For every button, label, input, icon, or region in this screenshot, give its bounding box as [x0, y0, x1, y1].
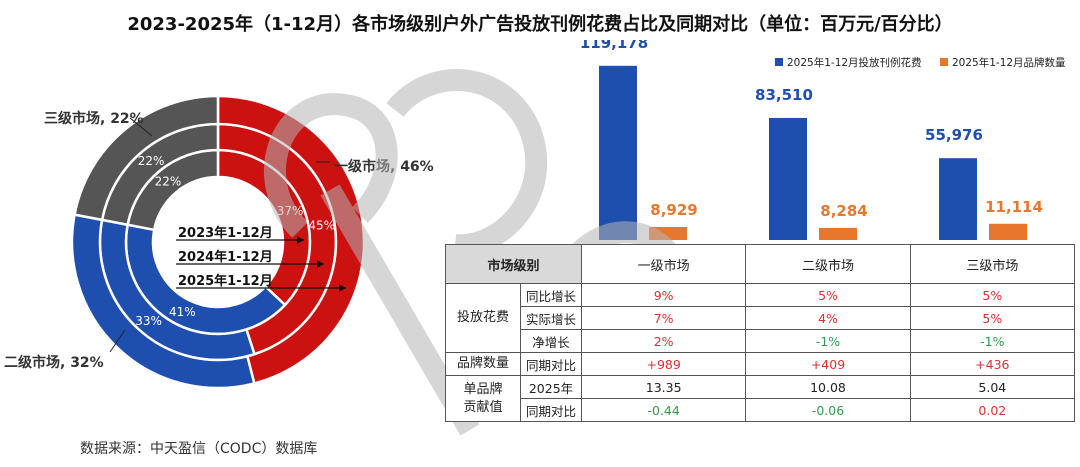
donut-value-label: 22% [155, 175, 182, 189]
table-group-label: 单品牌贡献值 [445, 375, 521, 422]
bar-value-label: 11,114 [985, 198, 1043, 216]
table-metric-label: 实际增长 [520, 306, 582, 330]
legend-label-1: 2025年1-12月品牌数量 [952, 56, 1066, 69]
table-row: 投放花费 同比增长 9% 5% 5% [445, 283, 1076, 353]
table-cell: 13.35 [580, 375, 747, 399]
table-header-col: 三级市场 [909, 244, 1076, 284]
table-metric-label: 同比增长 [520, 283, 582, 307]
legend-label-tier2: 二级市场, 32% [4, 355, 104, 371]
table-row: 单品牌贡献值 2025年 13.35 10.08 5.04 [445, 375, 1076, 422]
table-cell: -1% [745, 329, 911, 353]
table-cell: 5% [909, 283, 1076, 307]
bar-brands-1 [819, 227, 857, 240]
bar-value-label: 55,976 [925, 126, 983, 144]
table-cell: 4% [745, 306, 911, 330]
table-cell: 0.02 [909, 398, 1076, 422]
table-metric-label: 净增长 [520, 329, 582, 353]
legend-swatch-1 [940, 58, 948, 66]
donut-value-label: 45% [308, 219, 335, 233]
donut-value-label: 37% [277, 204, 304, 218]
table-cell: 5.04 [909, 375, 1076, 399]
table-cell: 7% [580, 306, 747, 330]
stats-table: 市场级别 一级市场 二级市场 三级市场 投放花费 同比增长 9% 5% 5% 实际增长 7% 4% 5%… [445, 244, 1076, 422]
table-cell: 9% [580, 283, 747, 307]
bar-value-label: 83,510 [755, 86, 813, 104]
chart-title: 2023-2025年（1-12月）各市场级别户外广告投放刊例花费占比及同期对比（… [127, 14, 953, 35]
table-row: 同期对比 -0.44 -0.06 0.02 [446, 398, 1076, 422]
ring-arrow-head [297, 236, 304, 244]
legend-label-tier3: 三级市场, 22% [44, 111, 144, 127]
table-header-col: 一级市场 [580, 244, 747, 284]
data-source-note: 数据来源：中天盈信（CODC）数据库 [80, 441, 318, 457]
table-row: 品牌数量 同期对比 +989 +409 +436 [445, 352, 1076, 376]
table-cell: 2% [580, 329, 747, 353]
donut-value-label: 22% [138, 154, 165, 168]
table-header-level: 市场级别 [445, 244, 582, 284]
table-cell: -1% [909, 329, 1076, 353]
ring-label-2023: 2023年1-12月 [178, 226, 273, 241]
table-header-col: 二级市场 [745, 244, 911, 284]
table-cell: -0.06 [745, 398, 911, 422]
table-row: 净增长 2% -1% -1% [446, 329, 1076, 353]
table-cell: +409 [745, 352, 911, 376]
table-metric-label: 2025年 [520, 375, 582, 399]
bar-brands-2 [989, 223, 1027, 240]
donut-value-label: 33% [135, 314, 162, 328]
table-group-label: 投放花费 [445, 283, 521, 353]
bar-value-label: 8,284 [820, 202, 867, 220]
bar-value-label: 8,929 [650, 201, 697, 219]
table-metric-label: 同期对比 [520, 352, 582, 376]
ring-label-2025: 2025年1-12月 [178, 274, 273, 289]
table-cell: 10.08 [745, 375, 911, 399]
ring-label-2024: 2024年1-12月 [178, 250, 273, 265]
bar-brands-0 [649, 226, 687, 240]
bar-chart: 119,178 8,929 83,510 8,284 55,976 11,114 2025年… [580, 40, 1066, 240]
table-cell: 5% [745, 283, 911, 307]
legend-swatch-0 [775, 58, 783, 66]
bar-spend-2 [939, 158, 977, 240]
bar-spend-0 [599, 65, 637, 240]
donut-value-label: 41% [169, 305, 196, 319]
bar-spend-1 [769, 117, 807, 240]
table-group-label: 品牌数量 [445, 352, 521, 376]
table-cell: +436 [909, 352, 1076, 376]
table-cell: -0.44 [580, 398, 747, 422]
bar-value-label: 119,178 [580, 40, 648, 52]
legend-label-tier1: 一级市场, 46% [334, 159, 434, 175]
table-metric-label: 同期对比 [520, 398, 582, 422]
table-cell: +989 [580, 352, 747, 376]
donut-segment-2-2 [73, 94, 220, 222]
legend-label-0: 2025年1-12月投放刊例花费 [787, 56, 922, 69]
table-row: 实际增长 7% 4% 5% [446, 306, 1076, 330]
table-cell: 5% [909, 306, 1076, 330]
